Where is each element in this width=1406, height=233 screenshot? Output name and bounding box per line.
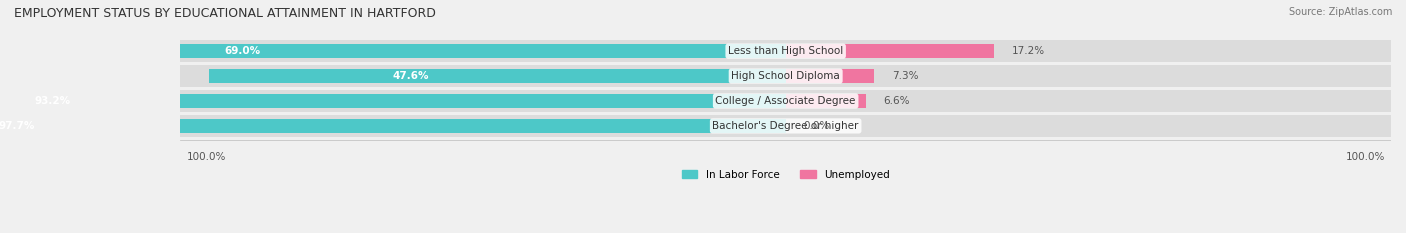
Bar — [0, 94, 786, 108]
Text: College / Associate Degree: College / Associate Degree — [716, 96, 856, 106]
Legend: In Labor Force, Unemployed: In Labor Force, Unemployed — [682, 170, 890, 180]
Text: Source: ZipAtlas.com: Source: ZipAtlas.com — [1288, 7, 1392, 17]
Bar — [0, 44, 786, 58]
Bar — [180, 65, 1391, 87]
Text: 97.7%: 97.7% — [0, 121, 35, 131]
Text: High School Diploma: High School Diploma — [731, 71, 839, 81]
Bar — [180, 115, 1391, 137]
Text: Bachelor's Degree or higher: Bachelor's Degree or higher — [713, 121, 859, 131]
Text: 93.2%: 93.2% — [34, 96, 70, 106]
Text: 6.6%: 6.6% — [884, 96, 910, 106]
Text: 17.2%: 17.2% — [1012, 46, 1045, 56]
Bar — [180, 90, 1391, 112]
Text: 100.0%: 100.0% — [187, 152, 226, 162]
Bar — [209, 69, 786, 83]
Bar — [786, 94, 866, 108]
Text: 47.6%: 47.6% — [392, 71, 429, 81]
Bar — [0, 119, 786, 133]
Text: EMPLOYMENT STATUS BY EDUCATIONAL ATTAINMENT IN HARTFORD: EMPLOYMENT STATUS BY EDUCATIONAL ATTAINM… — [14, 7, 436, 20]
Bar — [786, 44, 994, 58]
Text: 0.0%: 0.0% — [804, 121, 830, 131]
Bar — [786, 69, 875, 83]
Text: 7.3%: 7.3% — [893, 71, 918, 81]
Bar — [180, 41, 1391, 62]
Text: Less than High School: Less than High School — [728, 46, 844, 56]
Text: 100.0%: 100.0% — [1346, 152, 1385, 162]
Text: 69.0%: 69.0% — [225, 46, 260, 56]
